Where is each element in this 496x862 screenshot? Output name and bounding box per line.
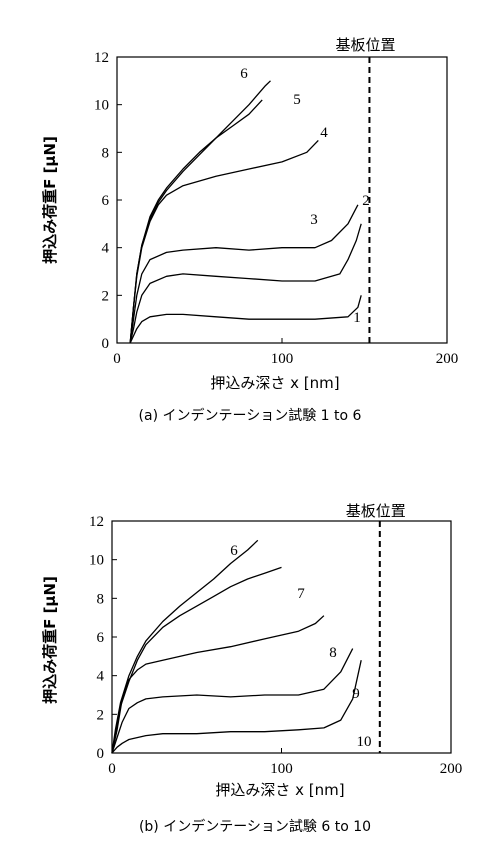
series-label-a-2: 2 [362, 193, 370, 209]
y-tick-label-a-0: 0 [102, 336, 110, 352]
reference-label-b: 基板位置 [346, 502, 406, 520]
series-a-4 [129, 139, 319, 344]
series-label-a-6: 6 [240, 66, 248, 82]
y-tick-label-a-5: 10 [94, 98, 109, 114]
plot-frame-a [116, 56, 448, 344]
plot-frame-b [111, 520, 452, 754]
y-tick-label-a-1: 2 [102, 288, 110, 304]
series-label-b-9: 9 [352, 686, 360, 702]
series-a-2 [129, 223, 362, 344]
y-tick-label-b-4: 8 [97, 591, 105, 607]
series-b-10 [111, 660, 362, 754]
series-label-b-7: 7 [297, 586, 305, 602]
series-label-b-6: 6 [230, 543, 238, 559]
x-axis-title-a: 押込み深さ x [nm] [210, 374, 339, 392]
y-tick-label-a-4: 8 [102, 145, 110, 161]
series-b-8 [111, 615, 325, 754]
y-tick-label-b-1: 2 [97, 707, 105, 723]
y-axis-title-a: 押込み荷重F [μN] [41, 136, 59, 264]
y-tick-label-b-2: 4 [97, 669, 105, 685]
x-tick-label-a-0: 0 [113, 351, 121, 367]
series-label-b-8: 8 [329, 645, 337, 661]
series-label-a-4: 4 [320, 125, 328, 141]
reference-label-a: 基板位置 [335, 36, 395, 54]
x-tick-label-a-2: 200 [436, 351, 459, 367]
y-tick-label-b-3: 6 [97, 630, 105, 646]
series-a-6 [129, 80, 271, 344]
series-label-a-1: 1 [353, 310, 361, 326]
series-a-1 [129, 295, 362, 344]
series-a-3 [129, 204, 359, 344]
series-label-a-3: 3 [310, 212, 318, 228]
caption-b: (b) インデンテーション試験 6 to 10 [139, 818, 371, 835]
x-tick-label-b-2: 200 [440, 761, 463, 777]
y-tick-label-b-5: 10 [89, 553, 104, 569]
y-tick-label-b-0: 0 [97, 746, 105, 762]
caption-a: (a) インデンテーション試験 1 to 6 [139, 407, 362, 424]
y-tick-label-b-6: 12 [89, 514, 104, 530]
x-tick-label-b-0: 0 [108, 761, 116, 777]
series-b-6 [111, 539, 259, 754]
y-axis-title-b: 押込み荷重F [μN] [41, 576, 59, 704]
series-b-9 [111, 648, 354, 754]
x-tick-label-a-1: 100 [271, 351, 294, 367]
series-label-b-10: 10 [357, 734, 372, 750]
series-label-a-5: 5 [293, 92, 301, 108]
x-tick-label-b-1: 100 [270, 761, 293, 777]
series-b-7 [111, 566, 282, 754]
y-tick-label-a-2: 4 [102, 241, 110, 257]
y-tick-label-a-6: 12 [94, 50, 109, 66]
x-axis-title-b: 押込み深さ x [nm] [215, 781, 344, 799]
y-tick-label-a-3: 6 [102, 193, 110, 209]
